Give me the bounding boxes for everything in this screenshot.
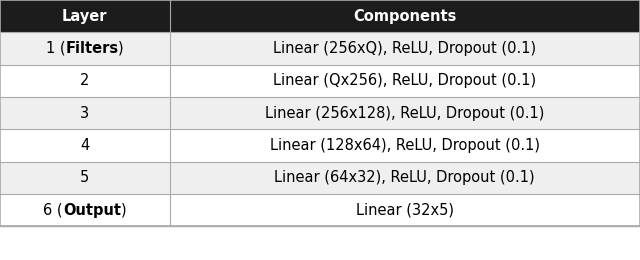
Text: 5: 5 — [80, 170, 90, 185]
Text: Linear (Qx256), ReLU, Dropout (0.1): Linear (Qx256), ReLU, Dropout (0.1) — [273, 73, 536, 88]
Bar — [0, 32, 640, 65]
Text: Linear (64x32), ReLU, Dropout (0.1): Linear (64x32), ReLU, Dropout (0.1) — [275, 170, 535, 185]
Text: 2: 2 — [80, 73, 90, 88]
Bar — [0, 129, 640, 161]
Text: Linear (32x5): Linear (32x5) — [356, 203, 454, 218]
Text: 4: 4 — [80, 138, 90, 153]
Text: ): ) — [118, 41, 124, 56]
Text: 3: 3 — [80, 106, 90, 121]
Bar — [0, 194, 640, 226]
Text: Filters: Filters — [65, 41, 118, 56]
Bar — [0, 0, 640, 32]
Bar — [0, 97, 640, 129]
Text: Output: Output — [63, 203, 121, 218]
Bar — [0, 65, 640, 97]
Text: 6 (: 6 ( — [43, 203, 63, 218]
Text: Linear (128x64), ReLU, Dropout (0.1): Linear (128x64), ReLU, Dropout (0.1) — [270, 138, 540, 153]
Text: Components: Components — [353, 9, 456, 24]
Text: Linear (256xQ), ReLU, Dropout (0.1): Linear (256xQ), ReLU, Dropout (0.1) — [273, 41, 536, 56]
Text: ): ) — [121, 203, 127, 218]
Text: Linear (256x128), ReLU, Dropout (0.1): Linear (256x128), ReLU, Dropout (0.1) — [265, 106, 545, 121]
Bar — [0, 161, 640, 194]
Text: Layer: Layer — [62, 9, 108, 24]
Text: 1 (: 1 ( — [45, 41, 65, 56]
